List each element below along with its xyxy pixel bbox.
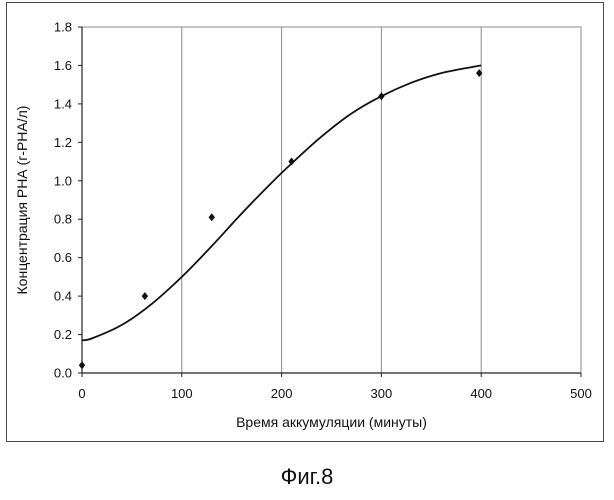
x-tick-label: 200 [271,386,293,401]
data-point-marker [288,158,294,166]
y-tick-label: 0.8 [54,212,72,227]
chart-frame: 0.0 0.2 0.4 0.6 0.8 1.0 1.2 1.4 1.6 1.8 0 100 200 300… [6,2,604,442]
x-tick-label: 300 [371,386,393,401]
chart-plot: 0.0 0.2 0.4 0.6 0.8 1.0 1.2 1.4 1.6 1.8 0 100 200 300… [7,3,605,443]
y-tick-label: 1.0 [54,173,72,188]
x-axis-title: Время аккумуляции (минуты) [236,414,427,430]
y-tick-label: 0.4 [54,289,72,304]
y-tick-label: 1.6 [54,58,72,73]
y-tick-label: 0.6 [54,250,72,265]
data-point-marker [79,361,85,369]
grid-lines [82,27,581,373]
x-tick-label: 0 [78,386,85,401]
data-point-marker [209,213,215,221]
x-tick-label: 400 [470,386,492,401]
y-tick-label: 0.2 [54,327,72,342]
data-point-marker [378,92,384,100]
y-tick-label: 1.8 [54,20,72,35]
data-points [79,69,483,369]
x-tick-label: 500 [570,386,592,401]
y-tick-label: 1.2 [54,135,72,150]
y-tick-label: 0.0 [54,366,72,381]
x-tick-label: 100 [171,386,193,401]
y-tick-label: 1.4 [54,96,72,111]
axes [78,27,581,377]
tick-labels: 0.0 0.2 0.4 0.6 0.8 1.0 1.2 1.4 1.6 1.8 0 100 200 300… [54,20,592,402]
figure-caption: Фиг.8 [0,464,614,490]
y-axis-title: Концентрация РНА (г-РНА/л) [14,106,30,295]
data-point-marker [142,292,148,300]
